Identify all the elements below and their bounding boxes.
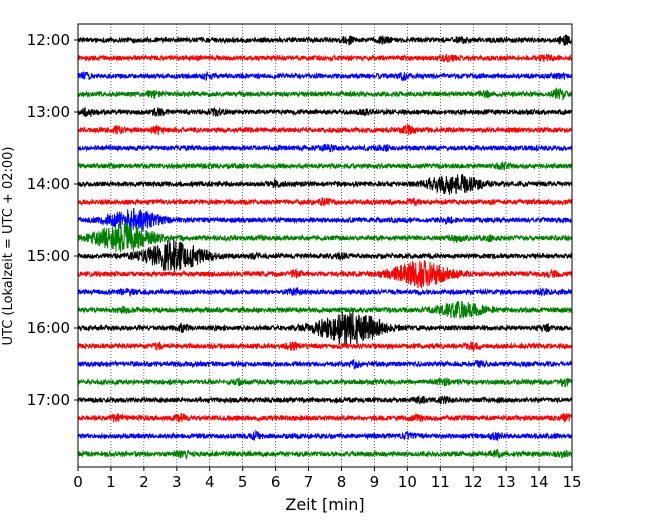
- x-tick-label-8: 8: [337, 473, 347, 491]
- traces: [77, 34, 573, 460]
- x-tick-label-13: 13: [497, 473, 516, 491]
- x-tick-label-9: 9: [370, 473, 380, 491]
- y-tick-label-16:00: 16:00: [27, 319, 70, 337]
- x-tick-label-6: 6: [271, 473, 281, 491]
- trace-17:00: [77, 394, 573, 406]
- x-tick-label-7: 7: [304, 473, 314, 491]
- x-tick-label-12: 12: [464, 473, 483, 491]
- x-tick-label-10: 10: [398, 473, 417, 491]
- plot-frame: [77, 23, 573, 468]
- trace-14:45: [77, 222, 573, 253]
- trace-16:15: [77, 340, 573, 352]
- x-axis: 0 1 2 3 4 5 6 7 8 9 10 11 12 13 14 15: [73, 467, 582, 491]
- x-tick-label-15: 15: [562, 473, 581, 491]
- y-tick-label-13:00: 13:00: [27, 103, 70, 121]
- y-tick-label-15:00: 15:00: [27, 247, 70, 265]
- trace-14:00: [77, 173, 573, 195]
- trace-12:15: [77, 53, 573, 63]
- trace-17:30: [77, 429, 573, 441]
- vertical-grid: [110, 24, 540, 467]
- trace-15:30: [77, 286, 573, 297]
- x-tick-label-11: 11: [431, 473, 450, 491]
- trace-13:45: [77, 161, 573, 171]
- x-tick-label-5: 5: [238, 473, 248, 491]
- trace-12:45: [77, 87, 573, 101]
- trace-16:45: [77, 376, 573, 388]
- y-axis-label: UTC (Lokalzeit = UTC + 02:00): [1, 147, 16, 346]
- trace-14:30: [77, 207, 573, 233]
- trace-16:30: [77, 359, 573, 370]
- y-axis: 12:00 13:00 14:00 15:00 16:00 17:00: [27, 31, 78, 409]
- trace-15:45: [77, 300, 573, 319]
- y-tick-label-14:00: 14:00: [27, 175, 70, 193]
- y-tick-label-17:00: 17:00: [27, 391, 70, 409]
- trace-15:15: [77, 260, 573, 289]
- x-tick-label-4: 4: [205, 473, 215, 491]
- x-tick-label-14: 14: [530, 473, 549, 491]
- trace-12:00: [77, 34, 573, 47]
- trace-13:00: [77, 107, 573, 117]
- trace-13:30: [77, 143, 573, 153]
- y-tick-label-12:00: 12:00: [27, 31, 70, 49]
- trace-17:45: [77, 448, 573, 460]
- trace-16:00: [77, 310, 573, 346]
- x-tick-label-3: 3: [172, 473, 182, 491]
- trace-15:00: [77, 239, 573, 272]
- x-tick-label-1: 1: [106, 473, 116, 491]
- trace-12:30: [77, 70, 573, 82]
- trace-13:15: [77, 123, 573, 136]
- x-tick-label-0: 0: [73, 473, 83, 491]
- x-axis-label: Zeit [min]: [285, 495, 364, 514]
- trace-17:15: [77, 412, 573, 424]
- trace-14:15: [77, 197, 573, 207]
- x-tick-label-2: 2: [139, 473, 149, 491]
